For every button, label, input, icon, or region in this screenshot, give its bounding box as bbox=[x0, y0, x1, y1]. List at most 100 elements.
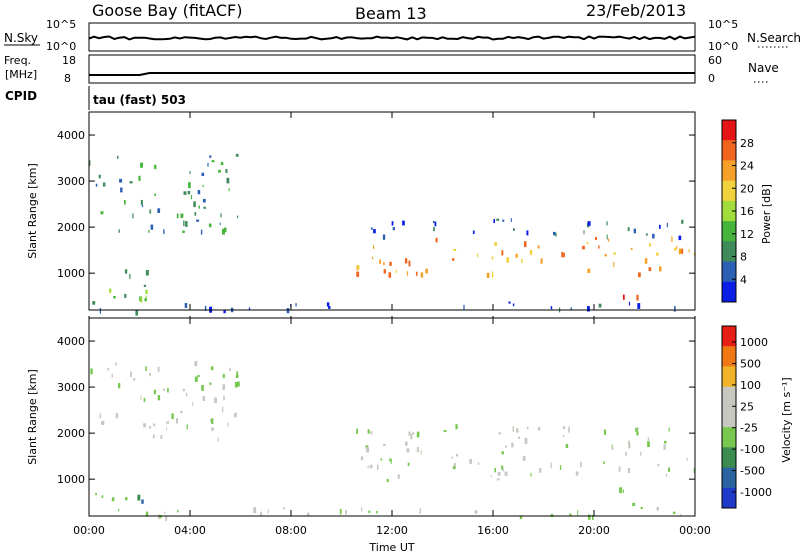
velocity-cell bbox=[416, 447, 419, 453]
velocity-cell bbox=[469, 459, 472, 464]
velocity-cell bbox=[627, 468, 631, 473]
power-cell bbox=[109, 288, 112, 293]
power-cell bbox=[163, 229, 165, 234]
power-cell bbox=[92, 301, 96, 305]
power-cell bbox=[113, 296, 116, 299]
velocity-cell bbox=[452, 466, 456, 470]
velocity-cell bbox=[516, 428, 519, 433]
power-cell bbox=[463, 304, 465, 311]
power-cell bbox=[222, 228, 225, 235]
power-cell bbox=[124, 200, 126, 205]
velocity-cell bbox=[145, 511, 149, 517]
date-title: 23/Feb/2013 bbox=[586, 1, 686, 20]
beam-title: Beam 13 bbox=[355, 4, 427, 23]
velocity-cell bbox=[498, 432, 501, 435]
velocity-cell bbox=[356, 428, 358, 434]
power-cell bbox=[124, 293, 127, 298]
power-cell bbox=[513, 228, 515, 231]
power-cell bbox=[388, 272, 392, 278]
velocity-cell bbox=[369, 464, 373, 469]
velocity-cell bbox=[149, 426, 152, 429]
power-cell bbox=[99, 308, 101, 314]
velocity-cell bbox=[376, 510, 378, 514]
velocity-cell bbox=[211, 418, 214, 424]
velocity-cell bbox=[453, 463, 456, 469]
velocity-cell bbox=[143, 397, 146, 402]
power-cell bbox=[637, 303, 641, 309]
velocity-cell bbox=[603, 429, 606, 435]
velocity-colorbar-segment bbox=[722, 467, 736, 489]
velocity-cell bbox=[192, 402, 194, 407]
velocity-cell bbox=[217, 437, 219, 442]
power-cell bbox=[681, 248, 684, 254]
power-cell bbox=[472, 230, 475, 234]
power-cell bbox=[382, 234, 386, 240]
velocity-cell bbox=[632, 502, 636, 507]
velocity-cell bbox=[152, 434, 155, 439]
power-cell bbox=[521, 258, 523, 263]
power-cell bbox=[648, 267, 652, 272]
velocity-cell bbox=[211, 427, 214, 431]
power-cell bbox=[649, 243, 651, 247]
power-cell bbox=[198, 205, 200, 209]
power-cell bbox=[219, 222, 221, 226]
power-cell bbox=[129, 273, 131, 280]
velocity-cell bbox=[451, 456, 453, 459]
velocity-cell bbox=[141, 499, 144, 504]
power-cell bbox=[141, 204, 144, 207]
power-cell bbox=[286, 308, 290, 314]
velocity-y-label: Slant Range [km] bbox=[26, 369, 39, 465]
velocity-cell bbox=[407, 462, 410, 466]
velocity-colorbar-segment bbox=[722, 487, 736, 509]
power-cell bbox=[606, 234, 608, 240]
velocity-panel-bg bbox=[89, 318, 695, 516]
power-cell bbox=[491, 256, 494, 260]
power-cell bbox=[563, 252, 565, 258]
velocity-cell bbox=[559, 465, 562, 470]
velocity-cell bbox=[130, 371, 132, 378]
power-cell bbox=[196, 219, 200, 222]
power-cell bbox=[587, 306, 590, 312]
nave-tick-top: 60 bbox=[708, 54, 722, 67]
time-tick-label: 12:00 bbox=[376, 524, 408, 537]
velocity-colorbar-segment bbox=[722, 326, 736, 347]
velocity-cell bbox=[103, 420, 105, 425]
power-cell bbox=[676, 246, 678, 250]
power-cell bbox=[561, 251, 564, 258]
velocity-cell bbox=[360, 456, 364, 461]
velocity-cell bbox=[664, 440, 667, 444]
velocity-cell bbox=[149, 372, 151, 377]
velocity-cell bbox=[202, 395, 205, 401]
power-cell bbox=[392, 227, 395, 231]
velocity-cell bbox=[214, 397, 217, 404]
velocity-cell bbox=[111, 373, 113, 378]
velocity-cell bbox=[539, 468, 542, 473]
velocity-cell bbox=[408, 431, 411, 436]
velocity-cell bbox=[118, 383, 121, 389]
velocity-cell bbox=[111, 497, 115, 502]
power-cell bbox=[633, 228, 636, 234]
power-cell bbox=[671, 236, 673, 242]
velocity-cell bbox=[339, 508, 342, 515]
power-cell bbox=[95, 183, 98, 187]
velocity-cell bbox=[405, 441, 408, 446]
velocity-cell bbox=[132, 378, 136, 381]
power-cell bbox=[652, 233, 655, 239]
power-cell bbox=[587, 221, 591, 226]
power-cell bbox=[373, 229, 376, 234]
power-panel-bg bbox=[89, 112, 695, 310]
power-cell bbox=[193, 201, 196, 208]
power-cell bbox=[435, 237, 438, 243]
power-colorbar-tick-label: 4 bbox=[740, 273, 747, 286]
nave-tick-bottom: 0 bbox=[708, 72, 715, 85]
freq-label-1: Freq. bbox=[4, 54, 31, 67]
nsky-label: N.Sky bbox=[4, 31, 38, 45]
power-cell bbox=[678, 248, 682, 255]
velocity-cell bbox=[524, 437, 528, 444]
power-cell bbox=[145, 270, 149, 276]
velocity-cell bbox=[663, 444, 666, 450]
power-cell bbox=[149, 209, 152, 214]
power-cell bbox=[200, 229, 203, 235]
power-cell bbox=[140, 296, 143, 303]
